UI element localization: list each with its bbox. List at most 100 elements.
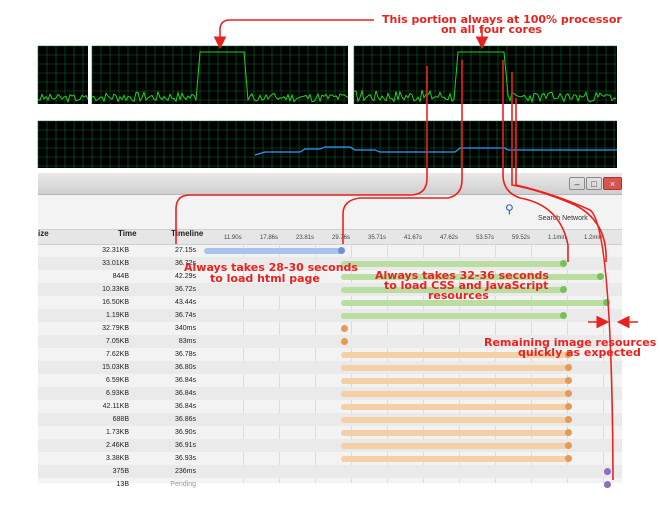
timeline-bar-end	[604, 468, 611, 475]
row-size: 15.03KB	[102, 364, 129, 371]
row-time: 36.84s	[174, 390, 196, 397]
network-row[interactable]: 16.50KB 43.44s	[38, 296, 622, 309]
css-annotation-line1: Always takes 32-36 seconds	[375, 269, 549, 282]
timeline-bar	[341, 391, 571, 397]
timeline-bar	[341, 300, 609, 306]
row-size: 33.01KB	[102, 260, 129, 267]
timeline-bar-end	[338, 247, 345, 254]
network-row[interactable]: 32.79KB 340ms	[38, 322, 622, 335]
row-size: 32.79KB	[102, 325, 129, 332]
html-annotation-line2: to load html page	[210, 272, 320, 285]
html-annotation-line1: Always takes 28-30 seconds	[184, 261, 358, 274]
cpu-annotation-line1: This portion always at 100% processor	[382, 13, 622, 26]
row-time: 36.74s	[174, 312, 196, 319]
cpu-graph-core-1	[38, 46, 88, 104]
row-size: 375B	[112, 468, 129, 475]
network-row[interactable]: 6.59KB 36.84s	[38, 374, 622, 387]
row-size: 6.93KB	[106, 390, 129, 397]
network-row[interactable]: 6.93KB 36.84s	[38, 387, 622, 400]
css-annotation-line2: to load CSS and JavaScript	[384, 279, 549, 292]
network-row[interactable]: 375B 236ms	[38, 465, 622, 478]
row-time: 36.84s	[174, 403, 196, 410]
timeline-bar-end	[597, 273, 604, 280]
cpu-annotation-line2: on all four cores	[441, 23, 542, 36]
timeline-bar	[341, 274, 603, 280]
row-time: 43.44s	[174, 299, 196, 306]
network-row[interactable]: 7.05KB 83ms	[38, 335, 622, 348]
timeline-bar	[341, 352, 571, 358]
network-row[interactable]: 10.33KB 36.72s	[38, 283, 622, 296]
network-row[interactable]: 688B 36.86s	[38, 413, 622, 426]
magnifier-icon[interactable]: ⚲	[505, 202, 514, 216]
timeline-bar-end	[565, 403, 572, 410]
timeline-bar-end	[560, 286, 567, 293]
timeline-tick: 53.57s	[476, 235, 495, 241]
row-time: 36.93s	[174, 455, 196, 462]
timeline-bar	[341, 443, 571, 449]
timeline-bar	[341, 378, 571, 384]
row-size: 7.05KB	[106, 338, 129, 345]
timeline-bar-end	[560, 312, 567, 319]
maximize-button[interactable]: □	[586, 177, 602, 190]
row-time: 36.84s	[174, 377, 196, 384]
cpu-graph-core-3	[354, 46, 617, 104]
row-time: 36.86s	[174, 416, 196, 423]
timeline-tick: 35.71s	[368, 235, 387, 241]
timeline-bar	[341, 404, 571, 410]
network-row[interactable]: 15.03KB 36.80s	[38, 361, 622, 374]
row-size: 688B	[112, 416, 129, 423]
network-row[interactable]: 33.01KB 36.72s	[38, 257, 622, 270]
column-header-time[interactable]: Time	[118, 229, 137, 238]
timeline-bar-end	[604, 481, 611, 488]
timeline-bar-end	[565, 377, 572, 384]
image-annotation-line1: Remaining image resources load	[484, 336, 660, 349]
row-size: 1.73KB	[106, 429, 129, 436]
timeline-bar	[341, 287, 566, 293]
row-size: 42.11KB	[102, 403, 129, 410]
network-row[interactable]: 844B 42.29s	[38, 270, 622, 283]
row-size: 2.46KB	[106, 442, 129, 449]
memory-usage-line	[254, 146, 617, 156]
network-row[interactable]: 42.11KB 36.84s	[38, 400, 622, 413]
timeline-bar-end	[565, 351, 572, 358]
timeline-bar-end	[341, 338, 348, 345]
close-button[interactable]: ×	[603, 177, 622, 190]
timeline-bar-end	[565, 416, 572, 423]
timeline-bar-end	[565, 455, 572, 462]
network-row[interactable]: 1.19KB 36.74s	[38, 309, 622, 322]
image-annotation-line2: quickly as expected	[518, 346, 641, 359]
timeline-tick: 11.90s	[224, 235, 242, 241]
row-time: 83ms	[178, 338, 196, 345]
row-time: 36.78s	[174, 351, 196, 358]
network-row[interactable]: 32.31KB 27.15s	[38, 244, 622, 257]
column-header-size[interactable]: ize	[38, 229, 49, 238]
row-time: 36.91s	[174, 442, 196, 449]
timeline-tick: 23.81s	[296, 235, 315, 241]
network-row[interactable]: 2.46KB 36.91s	[38, 439, 622, 452]
timeline-tick: 1.1min	[548, 235, 567, 241]
timeline-bar-end	[565, 390, 572, 397]
column-header-timeline[interactable]: Timeline	[171, 229, 204, 238]
row-time: 36.72s	[174, 260, 196, 267]
timeline-bar	[341, 261, 566, 267]
timeline-tick: 29.76s	[332, 235, 351, 241]
network-row[interactable]: 3.38KB 36.93s	[38, 452, 622, 465]
network-row[interactable]: 1.73KB 36.90s	[38, 426, 622, 439]
row-time: Pending	[170, 481, 196, 488]
row-time: 236ms	[174, 468, 196, 475]
cpu-usage-line-core-1	[37, 92, 89, 104]
timeline-tick: 17.86s	[260, 235, 279, 241]
row-time: 27.15s	[174, 247, 196, 254]
network-row[interactable]: 13B Pending	[38, 478, 622, 491]
row-size: 1.19KB	[106, 312, 129, 319]
row-size: 32.31KB	[102, 247, 129, 254]
search-network-label[interactable]: Search Network	[538, 215, 588, 222]
row-size: 10.33KB	[102, 286, 129, 293]
row-size: 844B	[112, 273, 129, 280]
cpu-usage-line-core-3	[353, 51, 617, 104]
timeline-bar	[341, 456, 571, 462]
timeline-bar-end	[565, 364, 572, 371]
network-row[interactable]: 7.62KB 36.78s	[38, 348, 622, 361]
minimize-button[interactable]: –	[569, 177, 585, 190]
